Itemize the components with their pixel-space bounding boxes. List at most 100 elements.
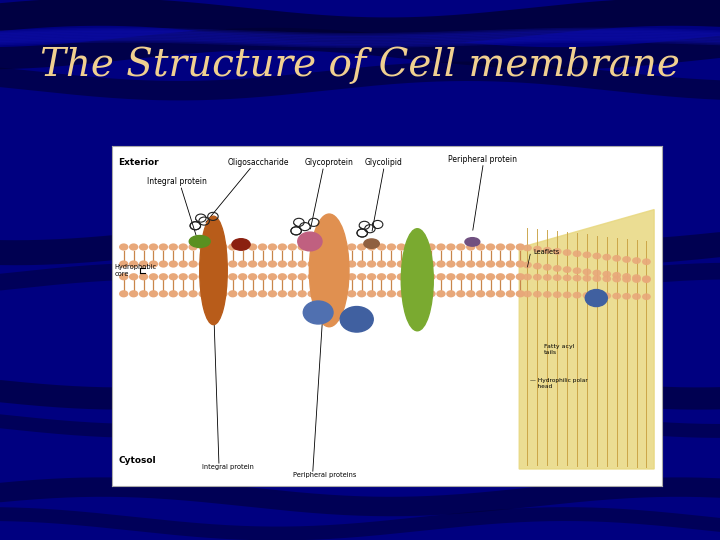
Circle shape bbox=[367, 244, 377, 251]
Circle shape bbox=[416, 290, 426, 298]
Circle shape bbox=[129, 244, 138, 251]
Circle shape bbox=[426, 290, 436, 298]
Circle shape bbox=[337, 244, 346, 251]
Circle shape bbox=[456, 260, 466, 268]
Circle shape bbox=[632, 276, 641, 283]
Circle shape bbox=[622, 276, 631, 282]
Circle shape bbox=[158, 244, 168, 251]
Ellipse shape bbox=[189, 235, 210, 247]
Circle shape bbox=[523, 274, 532, 280]
Circle shape bbox=[179, 244, 188, 251]
Circle shape bbox=[139, 260, 148, 268]
Circle shape bbox=[327, 290, 337, 298]
Circle shape bbox=[357, 290, 366, 298]
Circle shape bbox=[476, 290, 485, 298]
Circle shape bbox=[466, 260, 475, 268]
Text: Leaflets: Leaflets bbox=[533, 249, 559, 255]
Circle shape bbox=[533, 274, 541, 281]
Circle shape bbox=[189, 244, 198, 251]
Circle shape bbox=[387, 260, 396, 268]
Circle shape bbox=[268, 244, 277, 251]
Circle shape bbox=[622, 293, 631, 300]
Circle shape bbox=[505, 260, 515, 268]
Circle shape bbox=[563, 249, 572, 256]
Circle shape bbox=[533, 291, 541, 298]
Circle shape bbox=[377, 244, 386, 251]
Circle shape bbox=[139, 290, 148, 298]
Circle shape bbox=[139, 244, 148, 251]
Circle shape bbox=[367, 260, 377, 268]
Circle shape bbox=[139, 273, 148, 280]
Text: Hydrophobic
core: Hydrophobic core bbox=[114, 264, 156, 277]
Circle shape bbox=[553, 265, 562, 272]
Circle shape bbox=[553, 248, 562, 255]
Text: Integral protein: Integral protein bbox=[202, 464, 254, 470]
Circle shape bbox=[347, 260, 356, 268]
Circle shape bbox=[516, 290, 525, 298]
Circle shape bbox=[287, 260, 297, 268]
Circle shape bbox=[189, 273, 198, 280]
Ellipse shape bbox=[199, 216, 228, 325]
Circle shape bbox=[168, 273, 178, 280]
Ellipse shape bbox=[465, 238, 480, 246]
Circle shape bbox=[179, 260, 188, 268]
Circle shape bbox=[496, 273, 505, 280]
Text: Peripheral proteins: Peripheral proteins bbox=[293, 471, 356, 478]
Circle shape bbox=[258, 273, 267, 280]
Circle shape bbox=[446, 260, 456, 268]
Circle shape bbox=[612, 275, 621, 282]
Circle shape bbox=[407, 273, 416, 280]
Text: — Hydrophilic polar
    head: — Hydrophilic polar head bbox=[530, 379, 588, 389]
Circle shape bbox=[248, 273, 257, 280]
Circle shape bbox=[446, 290, 456, 298]
Ellipse shape bbox=[401, 229, 433, 331]
Circle shape bbox=[168, 260, 178, 268]
Circle shape bbox=[278, 290, 287, 298]
Circle shape bbox=[377, 260, 386, 268]
Circle shape bbox=[632, 293, 641, 300]
Circle shape bbox=[149, 244, 158, 251]
Text: Fatty acyl
tails: Fatty acyl tails bbox=[544, 345, 575, 355]
Circle shape bbox=[347, 290, 356, 298]
Circle shape bbox=[466, 273, 475, 280]
Circle shape bbox=[340, 307, 373, 332]
Circle shape bbox=[593, 292, 601, 299]
Circle shape bbox=[436, 273, 446, 280]
Circle shape bbox=[446, 273, 456, 280]
Circle shape bbox=[318, 244, 327, 251]
Circle shape bbox=[563, 266, 572, 273]
Circle shape bbox=[347, 273, 356, 280]
Circle shape bbox=[416, 260, 426, 268]
Circle shape bbox=[129, 290, 138, 298]
Circle shape bbox=[158, 260, 168, 268]
Circle shape bbox=[238, 273, 248, 280]
Circle shape bbox=[642, 275, 651, 282]
Circle shape bbox=[208, 260, 217, 268]
Circle shape bbox=[158, 273, 168, 280]
Text: The Structure of Cell membrane: The Structure of Cell membrane bbox=[40, 46, 680, 84]
Circle shape bbox=[642, 258, 651, 265]
Circle shape bbox=[158, 290, 168, 298]
Circle shape bbox=[563, 292, 572, 298]
Circle shape bbox=[298, 232, 322, 251]
Circle shape bbox=[496, 244, 505, 251]
Circle shape bbox=[119, 290, 128, 298]
Circle shape bbox=[466, 290, 475, 298]
Circle shape bbox=[585, 289, 607, 307]
Circle shape bbox=[179, 290, 188, 298]
Circle shape bbox=[572, 292, 582, 299]
Circle shape bbox=[407, 290, 416, 298]
Circle shape bbox=[149, 273, 158, 280]
Circle shape bbox=[318, 273, 327, 280]
Circle shape bbox=[543, 274, 552, 281]
Circle shape bbox=[426, 244, 436, 251]
Circle shape bbox=[228, 244, 238, 251]
Text: Oligosaccharide: Oligosaccharide bbox=[228, 158, 289, 167]
Circle shape bbox=[327, 244, 337, 251]
Circle shape bbox=[603, 254, 611, 261]
Circle shape bbox=[622, 273, 631, 280]
Circle shape bbox=[612, 255, 621, 262]
Circle shape bbox=[582, 268, 591, 275]
Circle shape bbox=[377, 290, 386, 298]
Circle shape bbox=[198, 244, 207, 251]
